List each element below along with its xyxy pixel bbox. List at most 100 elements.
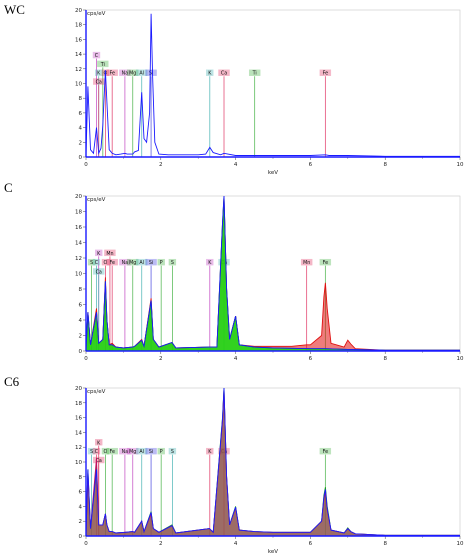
element-marker-label: Ca: [96, 80, 102, 86]
y-tick-label: 18: [75, 210, 82, 216]
x-tick-label: 10: [457, 356, 464, 362]
y-tick-label: 10: [75, 460, 82, 466]
element-marker-label: Na: [122, 449, 129, 455]
element-marker-label: Ca: [96, 458, 102, 464]
element-marker-badge: [127, 447, 139, 455]
element-marker-badge: [106, 258, 118, 266]
element-marker-badge: [93, 268, 105, 275]
element-marker-badge: [136, 258, 148, 266]
element-marker-label: S: [171, 449, 174, 455]
element-marker-label: O: [104, 260, 108, 266]
element-marker-badge: [136, 447, 148, 455]
element-marker-badge: [319, 258, 332, 266]
element-marker-badge: [95, 69, 103, 76]
element-marker-badge: [168, 258, 177, 266]
y-tick-label: 2: [79, 140, 83, 146]
x-tick-label: 4: [234, 162, 238, 168]
element-marker-badge: [101, 447, 110, 455]
element-marker-label: Mg: [129, 449, 136, 455]
element-marker-label: Si: [149, 449, 153, 455]
y-tick-label: 16: [75, 225, 82, 231]
element-marker-badge: [218, 69, 230, 76]
element-marker-badge: [168, 447, 177, 455]
element-marker-badge: [93, 78, 105, 85]
panel-label-c6: C6: [4, 374, 20, 389]
element-marker-label: Fe: [323, 260, 328, 266]
element-marker-badge: [119, 69, 131, 76]
element-marker-badge: [87, 258, 96, 266]
y-tick-label: 2: [79, 334, 83, 340]
y-tick-label: 0: [79, 155, 83, 161]
spectrum-line: [85, 387, 460, 536]
element-marker-label: P: [160, 449, 163, 455]
panel-label-c: C: [4, 180, 13, 195]
x-tick-label: 2: [159, 541, 163, 547]
x-tick-label: 10: [457, 162, 464, 168]
y-tick-label: 0: [79, 349, 83, 355]
element-marker-label: Si: [149, 71, 153, 77]
x-tick-label: 6: [309, 541, 313, 547]
element-marker-badge: [92, 258, 101, 266]
y-tick-label: 20: [75, 8, 82, 14]
x-tick-label: 6: [309, 162, 313, 168]
x-tick-label: 0: [84, 541, 88, 547]
element-marker-badge: [319, 447, 332, 455]
element-marker-label: Mg: [129, 260, 136, 266]
element-marker-badge: [92, 447, 101, 455]
element-marker-badge: [119, 447, 131, 455]
element-marker-label: Na: [122, 260, 129, 266]
element-marker-label: Ti: [252, 71, 257, 77]
y-tick-label: 14: [75, 52, 82, 58]
element-marker-label: K: [208, 260, 212, 266]
element-marker-label: Mn: [106, 251, 113, 257]
x-tick-label: 4: [234, 356, 238, 362]
element-marker-label: K: [208, 449, 212, 455]
element-marker-badge: [319, 69, 332, 76]
x-tick-label: 10: [457, 541, 464, 547]
y-tick-label: 12: [75, 445, 82, 451]
element-marker-badge: [104, 249, 116, 257]
y-tick-label: 0: [79, 534, 83, 540]
element-marker-label: K: [97, 251, 101, 257]
element-marker-label: Na: [122, 71, 129, 77]
y-tick-label: 2: [79, 519, 83, 525]
element-marker-label: Mg: [129, 71, 136, 77]
y-tick-label: 8: [79, 287, 83, 293]
y-tick-label: 20: [75, 386, 82, 392]
element-marker-badge: [95, 249, 103, 257]
element-marker-badge: [206, 258, 214, 266]
element-marker-label: Ca: [96, 269, 102, 275]
element-marker-label: Al: [139, 71, 144, 77]
element-marker-badge: [300, 258, 313, 266]
element-marker-badge: [119, 258, 131, 266]
x-axis-label: keV: [268, 170, 278, 174]
x-tick-label: 8: [383, 541, 387, 547]
x-tick-label: 4: [234, 541, 238, 547]
element-marker-label: Si: [149, 260, 153, 266]
element-marker-label: C: [95, 53, 99, 59]
x-tick-label: 6: [309, 356, 313, 362]
y-tick-label: 8: [79, 96, 83, 102]
element-marker-label: Al: [139, 449, 144, 455]
element-marker-badge: [127, 69, 139, 76]
x-tick-label: 2: [159, 356, 163, 362]
x-tick-label: 8: [383, 356, 387, 362]
y-tick-label: 6: [79, 111, 83, 117]
y-unit-label: cps/eV: [87, 389, 106, 395]
element-marker-label: Fe: [323, 71, 328, 77]
element-marker-badge: [92, 51, 101, 59]
y-unit-label: cps/eV: [87, 11, 106, 17]
element-marker-label: K: [97, 440, 101, 446]
element-marker-badge: [106, 447, 118, 455]
y-tick-label: 4: [79, 126, 83, 132]
element-marker-label: O: [104, 449, 108, 455]
element-marker-label: Fe: [323, 449, 328, 455]
element-marker-label: C: [95, 260, 99, 266]
spectrum-line: [85, 195, 460, 351]
y-tick-label: 18: [75, 401, 82, 407]
element-marker-label: Al: [139, 260, 144, 266]
x-tick-label: 0: [84, 356, 88, 362]
element-marker-label: Mn: [303, 260, 310, 266]
